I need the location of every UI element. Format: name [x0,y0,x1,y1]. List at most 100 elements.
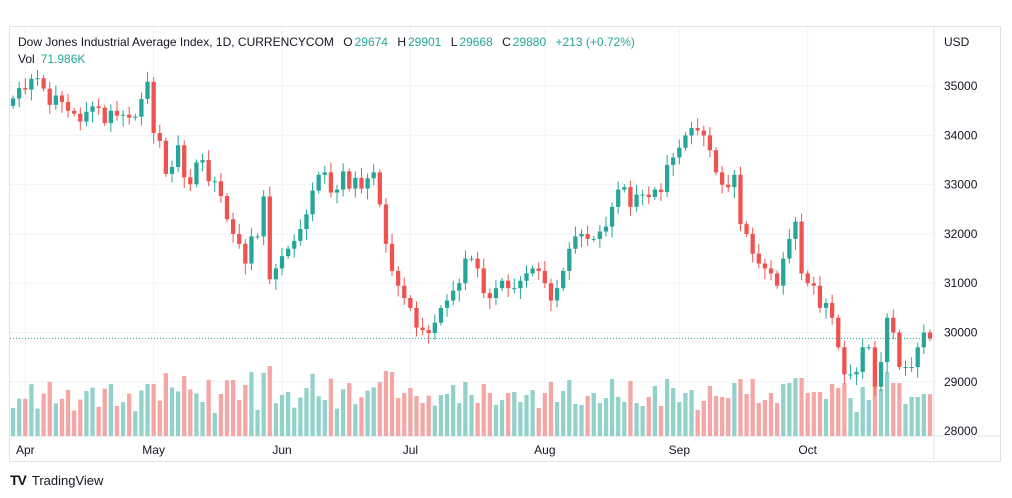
volume-bar [897,383,902,436]
candle-body [744,224,749,234]
candle-body [927,332,933,339]
candle-body [206,160,211,182]
candle-body [921,332,926,348]
volume-bar [365,390,370,436]
volume-bar [713,396,719,436]
candle-body [493,288,499,299]
candle-body [224,196,230,220]
volume-bar [616,397,621,436]
grid [10,27,1000,460]
candle-body [353,177,358,189]
volume-bar [744,394,749,436]
candle-body [872,347,878,387]
candle-body [194,162,199,185]
candle-body [17,88,22,99]
volume-bar [169,387,175,436]
volume-bar [823,399,829,436]
volume-bar [84,391,89,436]
candle-body [237,233,242,244]
candle-body [701,130,706,136]
volume-bar [622,402,627,436]
volume-bar [891,383,896,436]
volume-bar [65,389,71,436]
volume-bar [878,389,884,436]
volume-bar [573,404,578,436]
volume-bar [719,397,725,436]
candle-body [457,283,462,291]
candle-body [322,172,327,175]
volume-bar [579,405,584,436]
volume-bar [200,402,205,436]
volume-bar [677,402,682,436]
x-tick-label: Jul [403,443,418,457]
y-tick-label: 30000 [944,326,978,340]
volume-bar [96,406,101,436]
candle-body [169,166,175,174]
footer-branding[interactable]: TV TradingView [10,472,103,488]
volume-bar [475,403,480,436]
x-tick-label: May [142,443,165,457]
volume-bar [53,403,58,436]
candle-body [218,181,224,197]
volume-bar [628,381,633,436]
candle-body [738,174,743,225]
candle-body [402,285,407,299]
volume-bar [59,398,65,436]
volume-bar [664,379,670,436]
volume-bar [218,394,224,436]
x-tick-label: Apr [16,443,35,457]
volume-bar [512,392,517,436]
candle-body [365,178,370,189]
volume-bar [451,385,456,436]
candle-body [127,114,132,118]
candle-body [762,263,768,269]
volume-bar [243,385,248,436]
candle-body [463,258,468,284]
open-label: O [343,35,353,49]
candle-body [120,114,126,116]
candle-body [628,187,633,207]
volume-bar [298,397,303,436]
candle-body [689,128,694,136]
candle-body [646,194,651,198]
volume-bar [188,389,193,436]
candle-body [328,172,334,193]
candle-body [285,248,291,257]
tradingview-brand: TradingView [31,472,104,488]
volume-bar [597,403,603,436]
candle-body [334,189,340,193]
candle-body [567,248,572,271]
high-value: 29901 [407,35,442,49]
candle-body [603,226,609,232]
volume-bar [927,394,933,436]
volume-bar [603,398,609,436]
symbol-title[interactable]: Dow Jones Industrial Average Index, 1D, … [18,35,334,49]
volume-bar [120,402,126,436]
candle-body [774,273,780,286]
candle-body [542,270,547,284]
volume-bar [787,383,792,436]
volume-bar [909,397,914,436]
candle-body [756,253,761,264]
volume-bar [811,392,816,436]
volume-bar [285,392,291,436]
volume-bar [212,413,217,436]
candle-body [793,221,798,239]
candle-body [817,285,823,308]
volume-bar [866,400,871,436]
y-tick-label: 35000 [944,79,978,93]
volume-bar [17,398,22,436]
candle-body [909,367,914,369]
candle-body [267,196,272,280]
candle-body [175,145,181,167]
volume-bar [322,400,327,436]
candle-body [451,290,456,301]
currency-label[interactable]: USD [944,35,970,49]
volume-bar [127,393,132,436]
volume-bar [408,388,413,436]
volume-bar [530,390,535,436]
candle-body [133,116,138,118]
close-label: C [502,35,511,49]
candle-body [524,273,529,281]
